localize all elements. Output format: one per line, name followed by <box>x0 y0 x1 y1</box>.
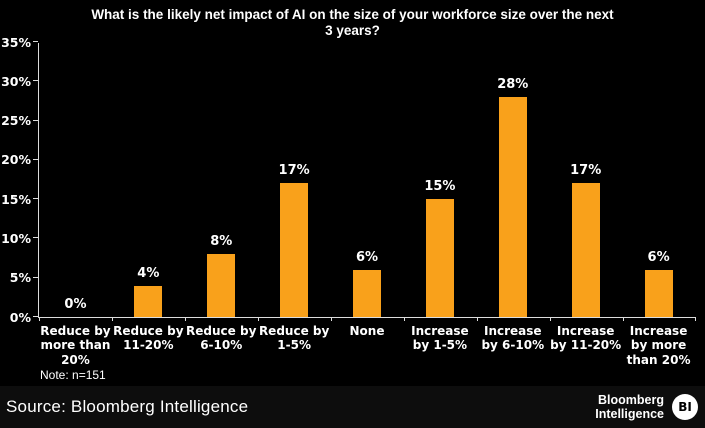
footer-bar: Source: Bloomberg Intelligence Bloomberg… <box>0 386 705 428</box>
y-tick-mark <box>33 119 38 121</box>
x-tick-mark <box>404 317 405 321</box>
y-tick-label: 5% <box>9 270 31 286</box>
x-tick-mark <box>623 317 624 321</box>
x-category-label: None <box>349 324 385 338</box>
y-tick-mark <box>33 80 38 82</box>
bar-column: 8% <box>185 43 258 317</box>
x-axis-labels: Reduce by more than 20% Reduce by 11-20% R… <box>39 324 695 367</box>
bar-value-label: 0% <box>64 297 87 312</box>
y-tick-label: 30% <box>1 73 31 89</box>
bi-badge-icon: BI <box>672 394 698 420</box>
x-tick-mark <box>185 317 186 321</box>
bar-series: 0% 4% 8% 17% 6% 15% 28% 17% 6% <box>39 43 695 317</box>
x-category-label: Reduce by more than 20% <box>40 324 111 367</box>
source-text: Source: Bloomberg Intelligence <box>6 397 249 416</box>
bar <box>353 269 381 317</box>
bar-value-label: 28% <box>497 77 529 92</box>
x-category-label: Increase by 1-5% <box>411 324 469 353</box>
y-tick-label: 20% <box>1 152 31 168</box>
bar <box>644 269 673 317</box>
bar-column: 0% <box>39 43 112 317</box>
bar-column: 28% <box>476 43 549 317</box>
bar <box>425 199 454 317</box>
y-tick-mark <box>33 198 38 200</box>
y-tick-label: 10% <box>1 230 31 246</box>
x-category-label: Reduce by 11-20% <box>113 324 184 353</box>
x-category-label: Increase by more than 20% <box>626 324 691 367</box>
y-tick-mark <box>33 41 38 42</box>
bar-value-label: 17% <box>570 163 602 179</box>
x-category-label: Reduce by 6-10% <box>186 324 257 353</box>
x-category-label: Reduce by 1-5% <box>258 324 330 353</box>
bar-value-label: 6% <box>355 249 379 265</box>
bar-column: 6% <box>331 43 404 317</box>
logo-line-1: Bloomberg <box>598 393 664 407</box>
y-tick-mark <box>33 316 38 317</box>
bar <box>134 285 163 317</box>
x-tick-mark <box>331 317 332 321</box>
bar <box>207 254 236 317</box>
y-tick-mark <box>33 158 38 160</box>
bar <box>571 183 600 317</box>
y-tick-label: 35% <box>1 34 31 50</box>
x-tick-mark <box>550 317 551 321</box>
bar-column: 17% <box>549 43 622 317</box>
bloomberg-logo: Bloomberg Intelligence BI <box>595 393 698 421</box>
y-tick-label: 25% <box>1 113 31 129</box>
bar-value-label: 4% <box>137 265 160 281</box>
bar-value-label: 8% <box>210 234 233 250</box>
y-tick-mark <box>33 276 38 278</box>
bar-column: 15% <box>403 43 476 317</box>
x-tick-mark <box>477 317 478 321</box>
y-tick-label: 15% <box>1 191 31 207</box>
bar <box>498 97 527 317</box>
bar-value-label: 17% <box>278 163 310 179</box>
bar-column: 17% <box>258 43 331 317</box>
x-tick-mark <box>39 317 40 321</box>
y-tick-label: 0% <box>9 309 31 325</box>
bar <box>280 183 309 317</box>
y-tick-mark <box>33 237 38 239</box>
bloomberg-logo-text: Bloomberg Intelligence <box>595 393 664 421</box>
bar-column: 4% <box>112 43 185 317</box>
logo-line-2: Intelligence <box>595 407 664 421</box>
x-category-label: Increase by 6-10% <box>481 324 545 353</box>
plot-area: 0% 5% 10% 15% 20% 25% 30% 35% 0% 4% 8% 17% 6% 15% 28%… <box>1 35 696 367</box>
x-tick-mark <box>695 317 696 321</box>
chart-title: What is the likely net impact of AI on t… <box>91 7 614 39</box>
x-tick-mark <box>112 317 113 321</box>
bar-column: 6% <box>622 43 695 317</box>
x-tick-mark <box>258 317 259 321</box>
bar-value-label: 15% <box>424 179 456 195</box>
note-text: Note: n=151 <box>40 368 106 382</box>
x-category-label: Increase by 11-20% <box>550 324 622 353</box>
bar-value-label: 6% <box>647 249 670 265</box>
